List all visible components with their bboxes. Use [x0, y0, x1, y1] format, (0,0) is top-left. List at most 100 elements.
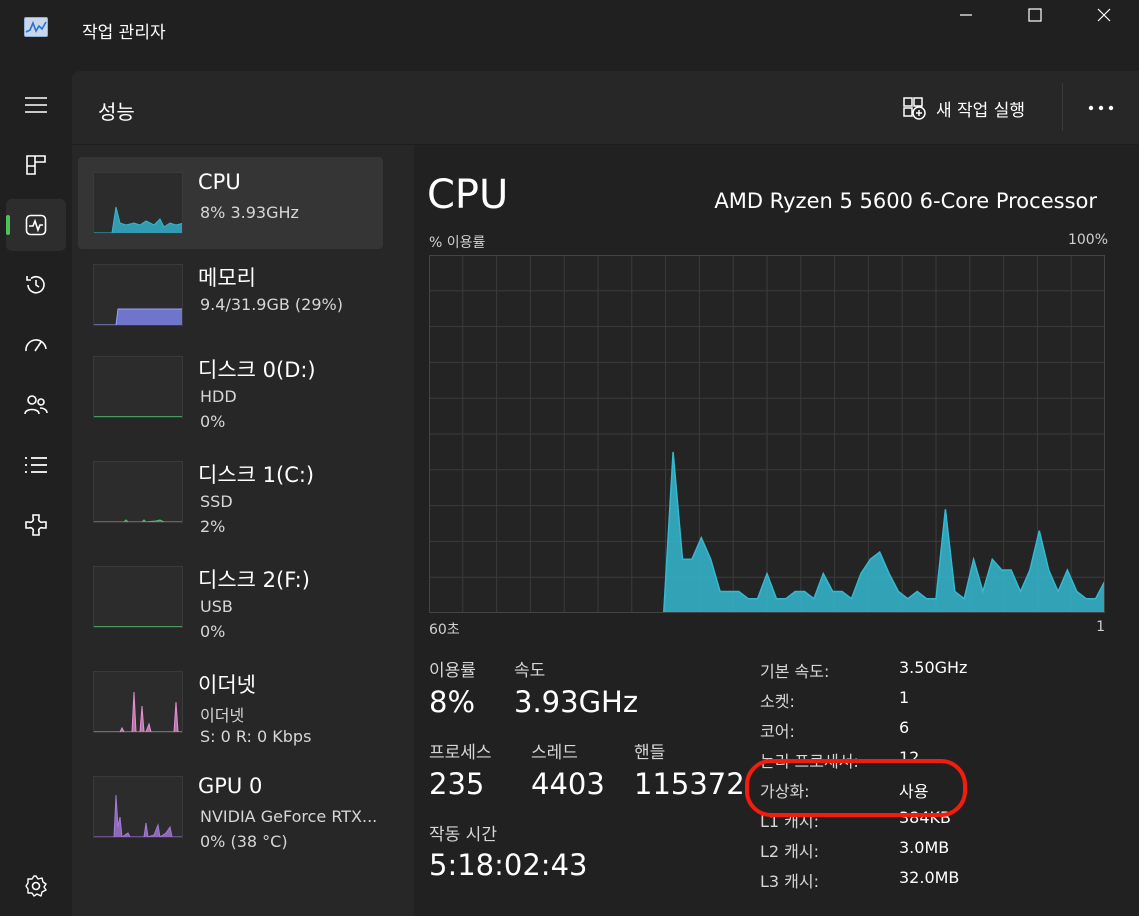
device-stat: 2% [200, 517, 226, 536]
minimize-button[interactable] [931, 0, 1001, 30]
cpu-utilization-graph [429, 255, 1105, 613]
processes-icon [26, 155, 46, 175]
maximize-icon [1028, 8, 1042, 22]
threads-value: 4403 [531, 767, 605, 801]
handles-label: 핸들 [634, 743, 666, 763]
cpu-model-name: AMD Ryzen 5 5600 6-Core Processor [714, 189, 1097, 213]
performance-page: 성능 새 작업 실행 CPU 8% 3.93GHz 메모리 9.4/31.9GB… [72, 71, 1139, 916]
device-disk-1[interactable]: 디스크 1(C:) SSD 2% [78, 446, 383, 538]
spec-key: 코어: [760, 722, 795, 741]
memory-thumbnail-graph [93, 264, 183, 326]
settings-icon [25, 875, 47, 897]
utilization-value: 8% [429, 685, 476, 719]
spec-value-virtualization: 사용 [899, 782, 929, 801]
close-button[interactable] [1069, 0, 1139, 30]
maximize-button[interactable] [1000, 0, 1070, 30]
details-icon [25, 457, 47, 473]
minimize-icon [960, 14, 972, 16]
device-type: SSD [200, 492, 233, 511]
graph-series-line [429, 451, 1105, 613]
nav-details[interactable] [6, 439, 66, 491]
device-name: GPU 0 [198, 774, 263, 798]
device-name: 이더넷 [198, 673, 256, 697]
run-new-task-button[interactable]: 새 작업 실행 [902, 93, 1025, 123]
cpu-detail-panel: CPU AMD Ryzen 5 5600 6-Core Processor % … [414, 145, 1139, 916]
device-model: NVIDIA GeForce RTX... [200, 807, 378, 826]
device-disk-0[interactable]: 디스크 0(D:) HDD 0% [78, 341, 383, 433]
gpu-thumbnail-graph [93, 776, 183, 838]
hamburger-menu-icon [25, 97, 47, 113]
device-name: 디스크 0(D:) [198, 358, 316, 382]
ethernet-thumbnail-graph [93, 671, 183, 733]
device-type: USB [200, 597, 233, 616]
startup-apps-icon [25, 339, 47, 352]
nav-app-history[interactable] [6, 259, 66, 311]
device-name: 메모리 [198, 266, 256, 290]
nav-menu-toggle[interactable] [6, 79, 66, 131]
graph-y-max-label: 100% [1067, 232, 1108, 248]
users-icon [24, 395, 48, 415]
graph-border [429, 255, 1105, 613]
nav-settings[interactable] [6, 860, 66, 912]
spec-key: L2 캐시: [760, 842, 820, 861]
device-adapter: 이더넷 [200, 706, 245, 725]
spec-value: 3.50GHz [899, 658, 968, 677]
nav-services[interactable] [6, 499, 66, 551]
device-cpu[interactable]: CPU 8% 3.93GHz [78, 157, 383, 249]
device-name: 디스크 1(C:) [198, 463, 315, 487]
spec-value: 1 [899, 688, 910, 707]
nav-processes[interactable] [6, 139, 66, 191]
speed-label: 속도 [514, 661, 546, 681]
utilization-label: 이용률 [429, 661, 476, 681]
page-header: 성능 새 작업 실행 [72, 71, 1139, 145]
detail-title: CPU [427, 172, 509, 218]
disk-0-thumbnail-graph [93, 356, 183, 418]
device-disk-2[interactable]: 디스크 2(F:) USB 0% [78, 551, 383, 643]
more-dots-icon [1088, 105, 1114, 111]
spec-key: 기본 속도: [760, 662, 830, 681]
processes-label: 프로세스 [429, 743, 492, 763]
spec-value: 3.0MB [899, 838, 950, 857]
nav-startup-apps[interactable] [6, 319, 66, 371]
nav-users[interactable] [6, 379, 66, 431]
graph-area-fill [429, 451, 1105, 613]
device-name: CPU [198, 170, 241, 194]
title-bar: 작업 관리자 [0, 0, 1139, 60]
uptime-label: 작동 시간 [429, 825, 497, 845]
processes-value: 235 [429, 767, 485, 801]
more-options-button[interactable] [1082, 93, 1120, 123]
device-memory[interactable]: 메모리 9.4/31.9GB (29%) [78, 249, 383, 341]
page-title: 성능 [98, 100, 135, 124]
threads-label: 스레드 [531, 743, 578, 763]
graph-y-label: % 이용률 [429, 235, 486, 251]
device-stat: 0% [200, 412, 226, 431]
run-new-task-label: 새 작업 실행 [936, 100, 1026, 121]
device-name: 디스크 2(F:) [198, 568, 310, 592]
disk-1-thumbnail-graph [93, 461, 183, 523]
device-stat: 9.4/31.9GB (29%) [200, 295, 343, 314]
speed-value: 3.93GHz [514, 685, 639, 719]
task-manager-icon [24, 17, 48, 37]
active-nav-indicator [6, 215, 10, 235]
device-ethernet[interactable]: 이더넷 이더넷 S: 0 R: 0 Kbps [78, 656, 383, 748]
spec-key: 소켓: [760, 692, 795, 711]
spec-key-virtualization: 가상화: [760, 782, 810, 801]
close-icon [1097, 8, 1111, 22]
device-stat: 8% 3.93GHz [200, 203, 299, 222]
cpu-thumbnail-graph [93, 172, 183, 234]
device-gpu-0[interactable]: GPU 0 NVIDIA GeForce RTX... 0% (38 °C) [78, 761, 383, 853]
disk-2-thumbnail-graph [93, 566, 183, 628]
app-history-icon [26, 275, 45, 294]
spec-value: 384KB [899, 808, 952, 827]
device-type: HDD [200, 387, 237, 406]
spec-key: L3 캐시: [760, 872, 820, 891]
annotation-highlight-ring [745, 759, 967, 817]
graph-x-start-label: 60초 [429, 622, 460, 638]
handles-value: 115372 [634, 767, 745, 801]
device-stat: 0% (38 °C) [200, 832, 288, 851]
performance-icon [25, 214, 47, 236]
uptime-value: 5:18:02:43 [429, 848, 588, 882]
navigation-rail [0, 60, 72, 916]
nav-performance[interactable] [6, 199, 66, 251]
device-stat: 0% [200, 622, 226, 641]
